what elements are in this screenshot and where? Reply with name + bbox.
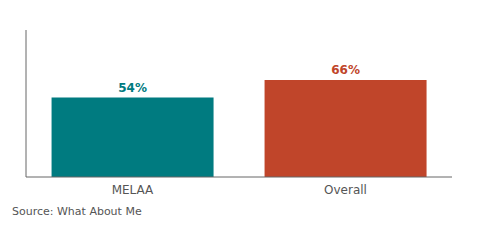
svg-text:66%: 66%	[331, 63, 360, 77]
html-text:Source: What About Me: Source: What About Me	[12, 205, 142, 218]
svg-text:MELAA: MELAA	[112, 183, 154, 197]
svg-text:Overall: Overall	[324, 183, 367, 197]
svg-text:54%: 54%	[118, 81, 147, 95]
